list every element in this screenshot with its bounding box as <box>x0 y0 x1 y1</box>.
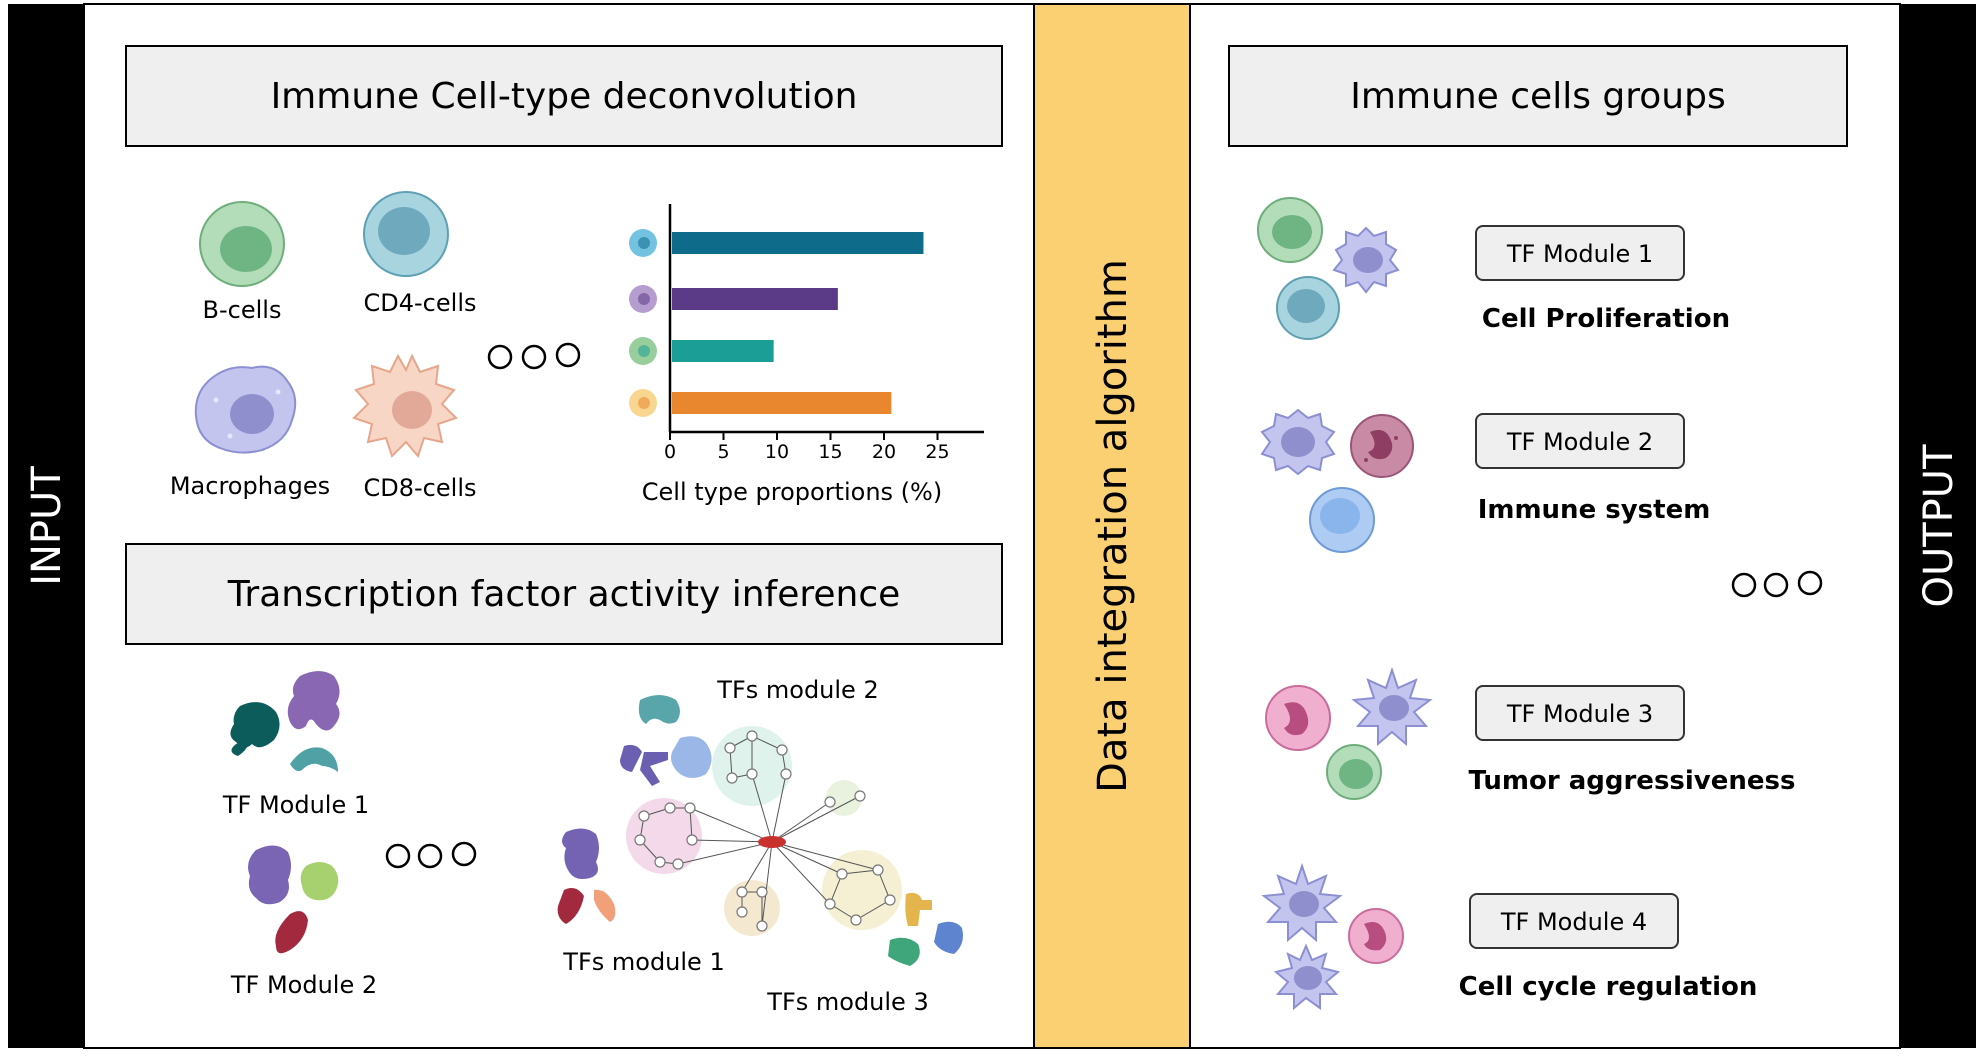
group1-cells-icon <box>1257 197 1400 340</box>
deconvolution-title-box <box>125 45 1003 147</box>
bar-4 <box>672 392 892 414</box>
group4-module-box <box>1469 893 1679 949</box>
input-label: INPUT <box>24 466 70 586</box>
groups-title: Immune cells groups <box>1350 76 1725 117</box>
network-module3-label: TFs module 3 <box>766 988 928 1016</box>
b-cell-icon <box>199 201 285 287</box>
network-proteins-icon <box>557 695 963 966</box>
x-tick-label-15: 15 <box>818 441 842 463</box>
input-sidebar <box>8 4 84 1048</box>
network-yellow-cluster <box>724 880 780 936</box>
group1-function-label: Cell Proliferation <box>1482 304 1730 334</box>
tf-module2-proteins-icon <box>248 845 339 954</box>
group3-cells-icon <box>1265 666 1433 800</box>
groups-title-box <box>1228 45 1848 147</box>
group4-function-label: Cell cycle regulation <box>1459 972 1758 1002</box>
deconvolution-title: Immune Cell-type deconvolution <box>271 76 858 117</box>
macrophage-label: Macrophages <box>170 472 330 500</box>
x-tick-label-25: 25 <box>925 441 949 463</box>
ellipsis-dots-deconvolution <box>487 342 581 370</box>
group3-module-box <box>1475 685 1685 741</box>
group4-cells-icon <box>1261 862 1404 1011</box>
macrophage-icon <box>194 365 297 454</box>
bar-3 <box>672 340 774 362</box>
network-module3-cluster <box>822 850 902 930</box>
tf-network-diagram <box>626 726 902 936</box>
x-tick-label-0: 0 <box>664 441 676 463</box>
center-label: Data integration algorithm <box>1090 259 1136 793</box>
ellipsis-dots-tf <box>385 841 477 869</box>
cd8-cell-label: CD8-cells <box>364 474 477 502</box>
network-hub-node <box>758 836 786 848</box>
network-module2-label: TFs module 2 <box>716 676 878 704</box>
chart-x-label: Cell type proportions (%) <box>642 478 942 506</box>
cell-proportion-bar-chart: 0 5 10 15 20 25 Cell type proportions (%) <box>629 204 984 506</box>
output-panel <box>1189 3 1901 1049</box>
tf-inference-title-box <box>125 543 1003 645</box>
group4-module-label: TF Module 4 <box>1500 908 1647 936</box>
b-cell-label: B-cells <box>203 296 282 324</box>
output-sidebar <box>1900 4 1976 1048</box>
bar-marker-nucleus-2 <box>638 293 650 305</box>
network-module1-label: TFs module 1 <box>562 948 724 976</box>
x-tick-label-5: 5 <box>717 441 729 463</box>
group1-module-box <box>1475 225 1685 281</box>
network-green-cluster <box>826 780 862 816</box>
group3-function-label: Tumor aggressiveness <box>1469 766 1796 796</box>
bar-2 <box>672 288 838 310</box>
x-tick-label-10: 10 <box>765 441 789 463</box>
group2-module-box <box>1475 413 1685 469</box>
group1-module-label: TF Module 1 <box>1506 240 1653 268</box>
cd8-cell-icon <box>352 353 458 458</box>
ellipsis-dots-output <box>1731 570 1823 598</box>
cd4-cell-icon <box>363 191 449 277</box>
group2-module-label: TF Module 2 <box>1506 428 1653 456</box>
bar-marker-nucleus-1 <box>638 237 650 249</box>
group2-cells-icon <box>1260 408 1414 553</box>
bar-marker-nucleus-4 <box>638 397 650 409</box>
output-label: OUTPUT <box>1916 444 1962 608</box>
tf-module2-label: TF Module 2 <box>230 971 377 999</box>
group2-function-label: Immune system <box>1478 495 1711 525</box>
tf-module1-proteins-icon <box>230 671 340 772</box>
group3-module-label: TF Module 3 <box>1506 700 1653 728</box>
bar-1 <box>672 232 924 254</box>
x-tick-label-20: 20 <box>872 441 896 463</box>
cd4-cell-label: CD4-cells <box>364 289 477 317</box>
tf-module1-label: TF Module 1 <box>222 791 369 819</box>
tf-inference-title: Transcription factor activity inference <box>227 574 901 615</box>
bar-marker-nucleus-3 <box>638 345 650 357</box>
